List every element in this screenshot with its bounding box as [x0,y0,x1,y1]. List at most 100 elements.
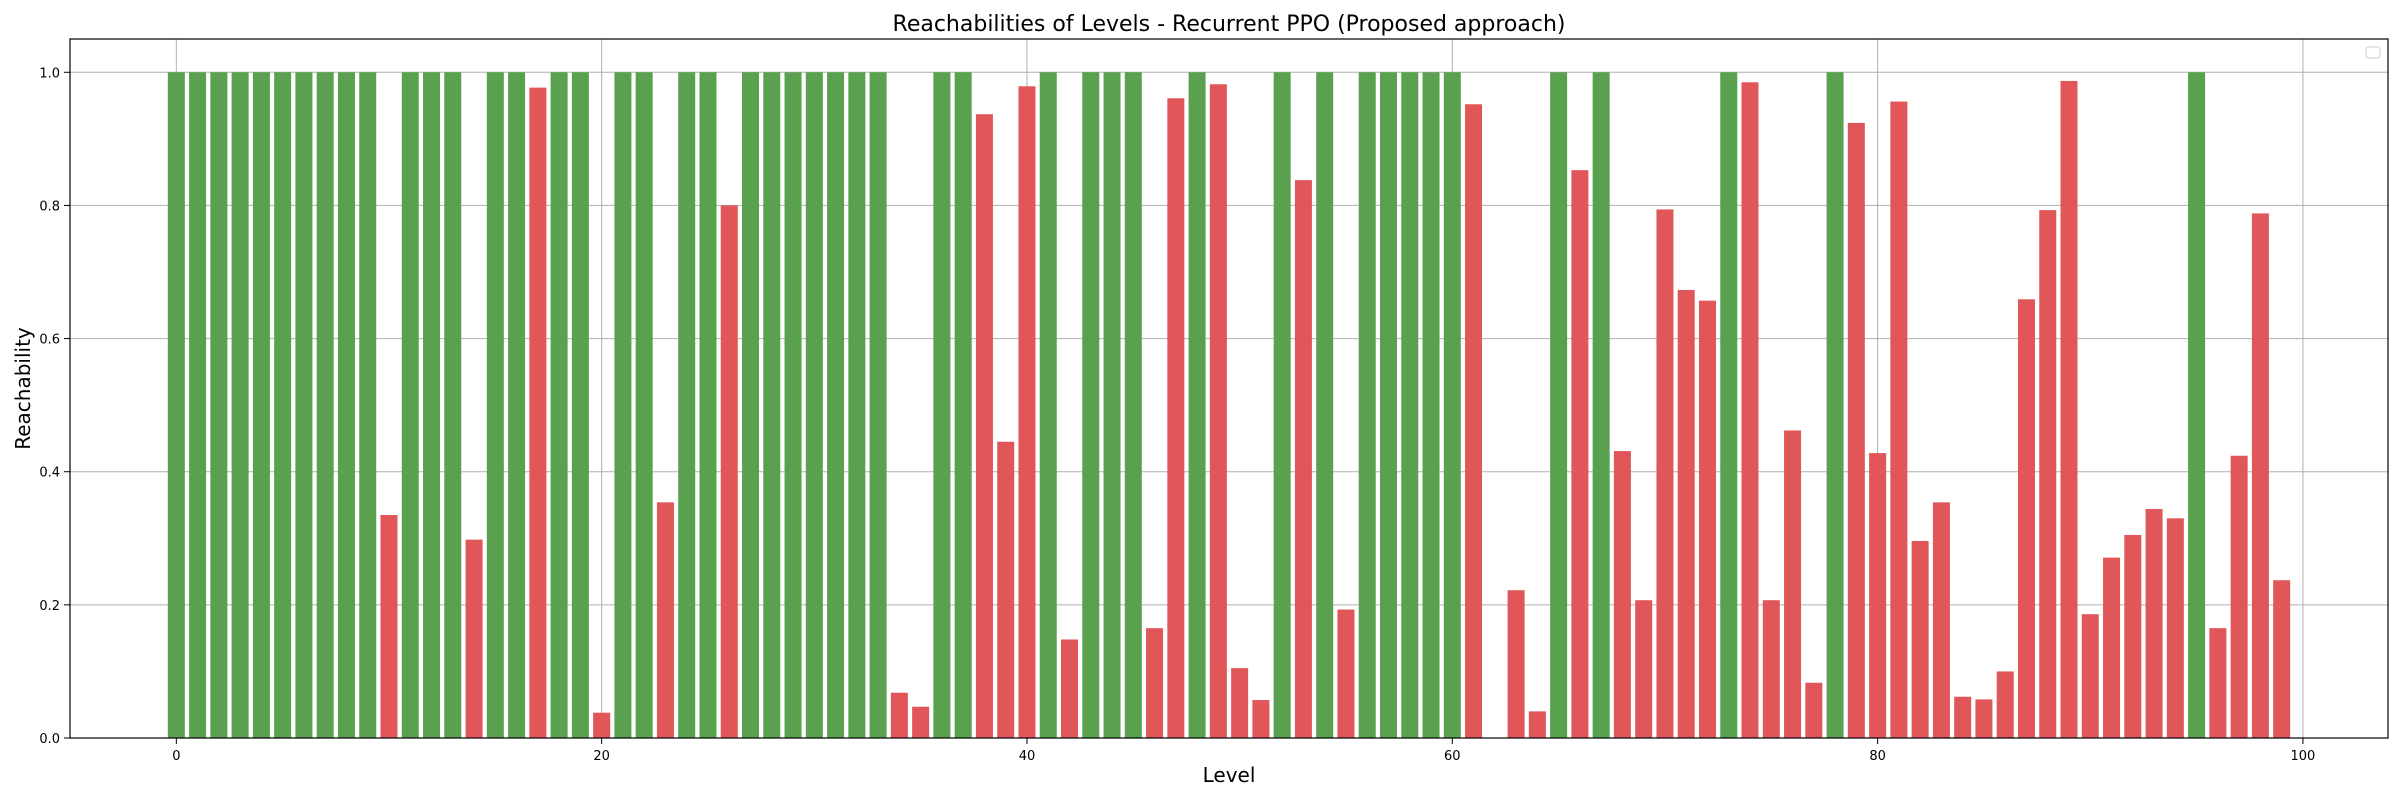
y-tick-label: 0.0 [39,732,60,747]
bar-level-12 [423,72,441,739]
bar-level-35 [912,706,930,738]
bar-level-94 [2166,518,2184,738]
bar-level-40 [1018,86,1036,738]
bar-level-81 [1890,101,1908,738]
bar-level-6 [295,72,313,739]
bar-level-30 [805,72,823,739]
bar-level-16 [508,72,526,739]
bar-level-22 [635,72,653,739]
y-tick-label: 1.0 [39,66,60,81]
bar-level-78 [1826,72,1844,739]
bar-level-63 [1507,590,1525,738]
bar-level-56 [1358,72,1376,739]
bar-level-17 [529,87,547,739]
bar-level-23 [656,502,674,738]
bar-level-69 [1635,600,1653,738]
bar-level-49 [1209,84,1227,738]
bar-level-80 [1869,453,1887,738]
x-tick-label: 40 [1019,749,1036,764]
bar-level-3 [231,72,249,739]
bar-level-89 [2060,80,2078,738]
bar-level-86 [1996,671,2014,738]
bar-level-99 [2273,580,2291,738]
bar-level-11 [401,72,419,739]
x-tick-label: 20 [593,749,610,764]
bars-layer [167,72,2291,739]
bar-level-8 [337,72,355,739]
bar-level-58 [1401,72,1419,739]
bar-level-7 [316,72,334,739]
bar-level-54 [1316,72,1334,739]
bar-level-92 [2124,534,2142,738]
bar-level-19 [571,72,589,739]
bar-level-74 [1741,82,1759,738]
bar-level-4 [252,72,270,739]
bar-level-75 [1762,600,1780,738]
bar-level-90 [2081,614,2099,738]
bar-level-24 [678,72,696,739]
ticks-layer: 0 20 40 60 80 100 0.0 0.2 0.4 0.6 0.8 1.0 [39,66,2315,764]
x-axis-label: Level [1203,763,1256,787]
bar-level-60 [1443,72,1461,739]
bar-level-14 [465,539,483,738]
y-tick-label: 0.6 [39,333,60,348]
bar-level-87 [2017,299,2035,738]
bar-level-77 [1805,682,1823,738]
bar-level-55 [1337,609,1355,738]
bar-level-64 [1528,711,1546,738]
bar-level-72 [1698,300,1716,738]
bar-level-83 [1932,502,1950,738]
y-tick-label: 0.2 [39,599,60,614]
bar-level-29 [784,72,802,739]
bar-level-79 [1847,122,1865,738]
bar-level-42 [1061,639,1079,738]
bar-level-33 [869,72,887,739]
bar-level-26 [720,205,738,738]
bar-level-73 [1720,72,1738,739]
bar-level-93 [2145,508,2163,738]
bar-level-66 [1571,170,1589,738]
bar-level-21 [614,72,632,739]
bar-level-70 [1656,209,1674,739]
bar-level-97 [2230,455,2248,738]
bar-level-37 [954,72,972,739]
y-tick-label: 0.8 [39,199,60,214]
bar-level-31 [827,72,845,739]
bar-level-61 [1465,104,1483,739]
bar-level-2 [210,72,228,739]
bar-level-57 [1379,72,1397,739]
x-tick-label: 80 [1869,749,1886,764]
bar-level-38 [975,114,993,739]
bar-level-47 [1167,98,1185,738]
bar-level-46 [1146,628,1164,738]
bar-level-98 [2251,213,2269,739]
x-tick-label: 100 [2291,749,2316,764]
bar-level-36 [933,72,951,739]
legend-box [2365,46,2381,59]
bar-level-45 [1124,72,1142,739]
bar-level-68 [1613,451,1631,738]
bar-level-32 [848,72,866,739]
bar-level-71 [1677,289,1695,738]
bar-level-43 [1082,72,1100,739]
bar-level-27 [742,72,760,739]
bar-level-48 [1188,72,1206,739]
bar-level-84 [1954,696,1972,738]
bar-level-1 [189,72,207,739]
bar-level-95 [2188,72,2206,739]
bar-level-10 [380,514,398,738]
x-tick-label: 0 [172,749,180,764]
bar-level-53 [1294,180,1312,738]
axes-frame [69,38,2389,739]
bar-level-13 [444,72,462,739]
bar-level-5 [274,72,292,739]
y-axis-label: Reachability [11,327,35,450]
bar-level-51 [1252,700,1270,738]
bar-level-65 [1550,72,1568,739]
bar-level-88 [2039,210,2057,739]
bar-level-39 [997,441,1015,738]
bar-level-41 [1039,72,1057,739]
bar-level-20 [593,712,611,738]
